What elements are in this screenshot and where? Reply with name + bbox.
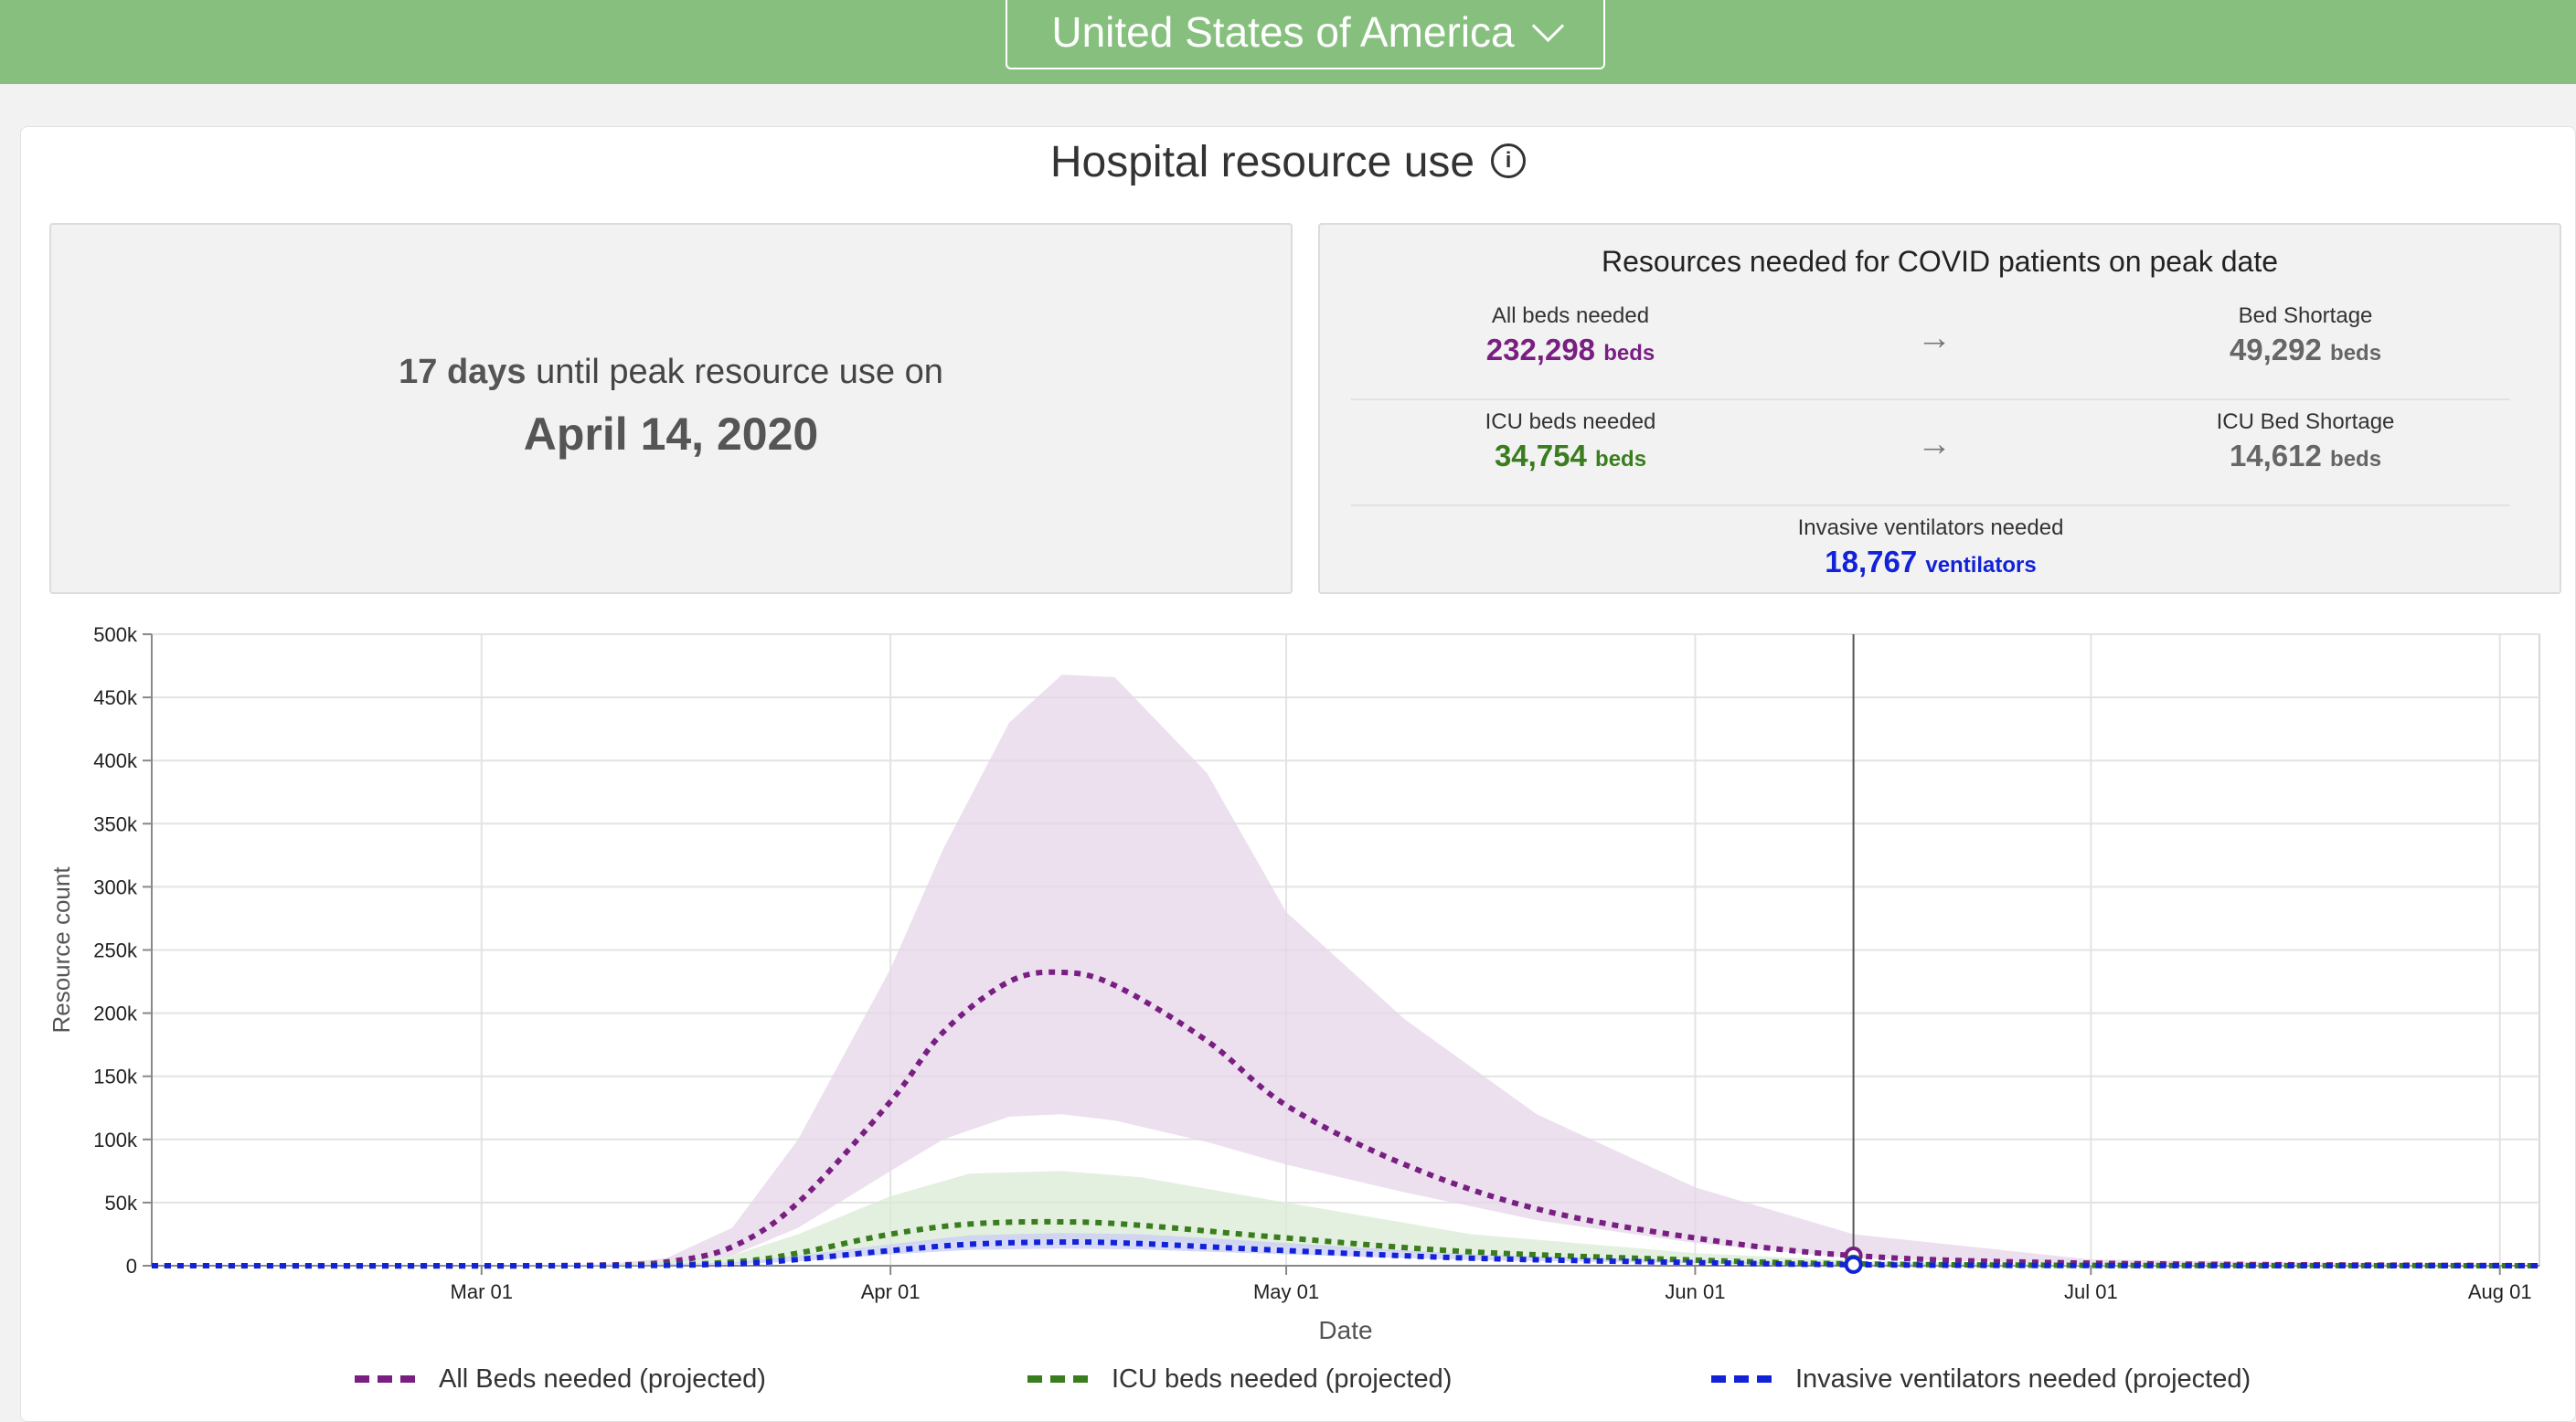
x-tick-label: Aug 01 bbox=[2468, 1280, 2532, 1303]
y-tick-label: 0 bbox=[126, 1255, 137, 1278]
bed-shortage-value: 49,292 bbox=[2229, 333, 2322, 366]
y-tick-label: 300k bbox=[93, 875, 138, 898]
bed-shortage: Bed Shortage 49,292 beds bbox=[2168, 303, 2443, 367]
arrow-right-icon: → bbox=[1917, 319, 1952, 357]
ventilators-value: 18,767 bbox=[1825, 545, 1918, 578]
y-tick-label: 250k bbox=[93, 939, 138, 962]
peak-countdown: 17 days until peak resource use on bbox=[51, 353, 1291, 392]
icu-shortage-label: ICU Bed Shortage bbox=[2216, 409, 2395, 434]
legend-swatch bbox=[355, 1375, 415, 1383]
legend-item-all-beds[interactable]: All Beds needed (projected) bbox=[355, 1358, 766, 1400]
peak-days-unit: days bbox=[446, 353, 527, 391]
all-beds-value: 232,298 bbox=[1485, 333, 1596, 366]
section-title: Hospital resource use i bbox=[0, 137, 2576, 187]
resource-chart: 0 50k 100k 150k 200k 250k 300k 350k 400k 450k 500k… bbox=[48, 623, 2540, 1344]
legend-swatch bbox=[1711, 1375, 1772, 1383]
bed-shortage-unit: beds bbox=[2330, 341, 2382, 366]
peak-days-value: 17 bbox=[399, 353, 438, 391]
ventilators-unit: ventilators bbox=[1925, 553, 2037, 578]
y-tick-label: 200k bbox=[93, 1003, 138, 1025]
legend-item-ventilators[interactable]: Invasive ventilators needed (projected) bbox=[1711, 1358, 2251, 1400]
y-tick-label: 450k bbox=[93, 686, 138, 709]
icu-beds-label: ICU beds needed bbox=[1485, 409, 1656, 434]
ventilators-needed: Invasive ventilators needed 18,767 venti… bbox=[1351, 515, 2510, 579]
hover-point bbox=[1844, 1255, 1863, 1274]
x-axis-title: Date bbox=[1318, 1316, 1372, 1344]
icu-beds-needed: ICU beds needed 34,754 beds bbox=[1433, 409, 1708, 473]
beds-row: All beds needed 232,298 beds → Bed Short… bbox=[1351, 294, 2510, 400]
uncertainty-band bbox=[152, 1171, 2539, 1266]
all-beds-needed: All beds needed 232,298 beds bbox=[1433, 303, 1708, 367]
info-icon[interactable]: i bbox=[1491, 143, 1527, 179]
icu-bed-shortage: ICU Bed Shortage 14,612 beds bbox=[2168, 409, 2443, 473]
top-bar: United States of America bbox=[0, 0, 2576, 84]
legend-label: Invasive ventilators needed (projected) bbox=[1795, 1364, 2251, 1394]
y-axis-title: Resource count bbox=[48, 866, 75, 1034]
ventilators-row: Invasive ventilators needed 18,767 venti… bbox=[1351, 506, 2510, 610]
uncertainty-band bbox=[152, 1233, 2539, 1266]
x-tick-label: Apr 01 bbox=[861, 1280, 921, 1303]
icu-beds-unit: beds bbox=[1595, 447, 1647, 472]
series-line bbox=[151, 1239, 2540, 1269]
resources-title: Resources needed for COVID patients on p… bbox=[1602, 245, 2278, 278]
all-beds-label: All beds needed bbox=[1491, 303, 1650, 328]
y-tick-label: 400k bbox=[93, 749, 138, 772]
x-tick-label: Jun 01 bbox=[1665, 1280, 1725, 1303]
legend-label: All Beds needed (projected) bbox=[439, 1364, 766, 1394]
all-beds-unit: beds bbox=[1603, 341, 1655, 366]
y-tick-label: 500k bbox=[93, 623, 138, 646]
section-title-text: Hospital resource use bbox=[1049, 138, 1475, 186]
peak-summary-box: 17 days until peak resource use on April… bbox=[49, 223, 1293, 594]
chevron-down-icon bbox=[1531, 9, 1564, 42]
icu-shortage-unit: beds bbox=[2330, 447, 2382, 472]
resources-box: Resources needed for COVID patients on p… bbox=[1318, 223, 2561, 594]
icu-beds-value: 34,754 bbox=[1494, 439, 1587, 472]
legend-item-icu-beds[interactable]: ICU beds needed (projected) bbox=[1027, 1358, 1452, 1400]
y-tick-label: 100k bbox=[93, 1129, 138, 1151]
uncertainty-band bbox=[152, 674, 2539, 1266]
icu-row: ICU beds needed 34,754 beds → ICU Bed Sh… bbox=[1351, 400, 2510, 506]
x-tick-label: Mar 01 bbox=[451, 1280, 513, 1303]
legend-label: ICU beds needed (projected) bbox=[1112, 1364, 1453, 1394]
country-label: United States of America bbox=[1051, 8, 1515, 56]
peak-date: April 14, 2020 bbox=[523, 409, 819, 460]
bed-shortage-label: Bed Shortage bbox=[2238, 303, 2373, 328]
y-tick-label: 50k bbox=[105, 1192, 138, 1215]
x-tick-label: May 01 bbox=[1253, 1280, 1319, 1303]
icu-shortage-value: 14,612 bbox=[2229, 439, 2322, 472]
y-tick-label: 150k bbox=[93, 1066, 138, 1088]
x-tick-label: Jul 01 bbox=[2064, 1280, 2118, 1303]
country-dropdown[interactable]: United States of America bbox=[1006, 0, 1605, 69]
legend-swatch bbox=[1027, 1375, 1088, 1383]
y-tick-label: 350k bbox=[93, 812, 138, 835]
ventilators-label: Invasive ventilators needed bbox=[1797, 515, 2064, 540]
arrow-right-icon: → bbox=[1917, 425, 1952, 463]
peak-text: until peak resource use on bbox=[536, 353, 943, 391]
